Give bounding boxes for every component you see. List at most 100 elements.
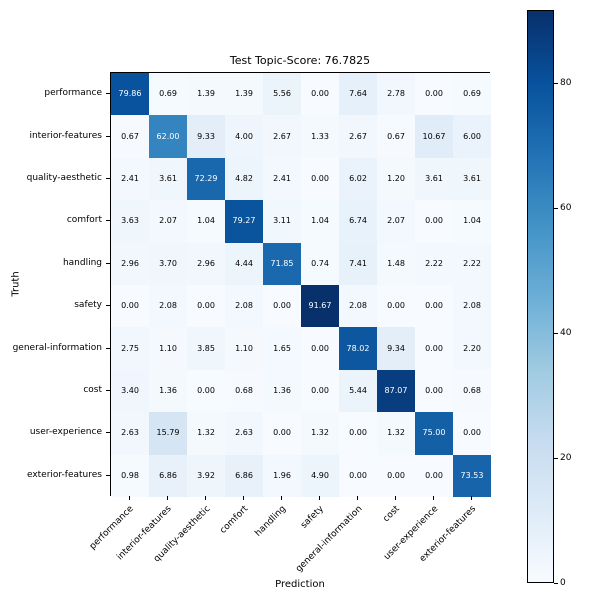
heatmap-cell: 2.22 [453, 242, 491, 285]
heatmap-cell: 0.00 [339, 454, 377, 497]
x-tick-label: general-information [293, 504, 365, 575]
colorbar-tick-label: 60 [560, 202, 572, 213]
heatmap-cell: 2.07 [377, 200, 415, 243]
heatmap-cell: 3.11 [263, 200, 301, 243]
heatmap-cell: 1.10 [225, 327, 263, 370]
x-tick-mark [319, 496, 320, 500]
heatmap-cell: 15.79 [149, 412, 187, 455]
heatmap-cell: 2.78 [377, 73, 415, 116]
x-tick-mark [205, 496, 206, 500]
heatmap-cell: 3.63 [111, 200, 149, 243]
heatmap-cells-layer: 79.86 0.69 1.39 1.39 5.56 0.00 7.64 2.78 0.00 0.6… [111, 73, 491, 497]
x-tick-mark [357, 496, 358, 500]
heatmap-cell: 4.82 [225, 157, 263, 201]
heatmap-cell: 1.10 [149, 327, 187, 370]
heatmap-cell: 6.86 [149, 454, 187, 497]
heatmap-cell: 4.44 [225, 242, 263, 285]
colorbar-tick-mark [554, 332, 558, 334]
heatmap-cell: 4.00 [225, 115, 263, 158]
heatmap-cell: 1.39 [187, 73, 225, 116]
heatmap-cell: 4.90 [301, 454, 339, 497]
heatmap-cell: 10.67 [415, 115, 453, 158]
x-tick-label: cost [381, 504, 403, 525]
heatmap-cell: 0.00 [415, 73, 453, 116]
heatmap-cell: 2.08 [339, 285, 377, 328]
heatmap-cell: 0.00 [377, 285, 415, 328]
heatmap-cell: 6.00 [453, 115, 491, 158]
x-tick-mark [243, 496, 244, 500]
heatmap-cell: 0.00 [301, 369, 339, 413]
heatmap-cell: 0.67 [111, 115, 149, 158]
heatmap-cell: 2.96 [187, 242, 225, 285]
heatmap-cell: 78.02 [339, 327, 377, 370]
x-tick-labels: performance interior-features quality-aest… [88, 497, 490, 582]
heatmap-cell: 5.56 [263, 73, 301, 116]
heatmap-cell: 2.07 [149, 200, 187, 243]
heatmap-cell: 2.20 [453, 327, 491, 370]
heatmap-cell: 0.00 [301, 157, 339, 201]
y-tick-mark [106, 178, 110, 179]
heatmap-cell: 0.74 [301, 242, 339, 285]
colorbar-tick-label: 20 [560, 452, 572, 463]
heatmap-cell: 3.61 [453, 157, 491, 201]
heatmap-cell: 2.08 [149, 285, 187, 328]
y-tick-labels: performance interior-features quality-aest… [0, 72, 102, 496]
heatmap-cell: 73.53 [453, 454, 491, 497]
heatmap-cell: 1.20 [377, 157, 415, 201]
y-tick-label: general-information [12, 342, 102, 353]
heatmap-cell: 0.00 [415, 200, 453, 243]
colorbar-tick-mark [554, 82, 558, 84]
heatmap-cell: 2.08 [225, 285, 263, 328]
heatmap-cell: 79.27 [225, 200, 263, 243]
y-tick-mark [106, 474, 110, 476]
y-tick-label: comfort [66, 215, 102, 226]
heatmap-cell: 6.02 [339, 157, 377, 201]
y-tick-mark [106, 93, 110, 95]
heatmap-cell: 9.34 [377, 327, 415, 370]
y-tick-label: quality-aesthetic [26, 173, 102, 183]
heatmap-cell: 1.32 [301, 412, 339, 455]
heatmap-cell: 0.00 [263, 412, 301, 455]
y-tick-mark [106, 432, 110, 434]
heatmap-cell: 1.32 [377, 412, 415, 455]
y-tick-mark [106, 135, 110, 137]
heatmap-cell: 0.68 [225, 369, 263, 413]
colorbar-tick-mark [554, 207, 558, 209]
heatmap-cell: 0.00 [187, 285, 225, 328]
heatmap-cell: 6.74 [339, 200, 377, 243]
y-tick-mark [106, 220, 110, 222]
y-tick-label: cost [83, 385, 102, 395]
x-tick-mark [433, 496, 434, 500]
y-tick-mark [106, 390, 110, 391]
y-tick-label: handling [62, 257, 102, 268]
heatmap-cell: 1.04 [301, 200, 339, 243]
heatmap-cell: 2.67 [263, 115, 301, 158]
colorbar-tick-label: 0 [560, 578, 566, 588]
heatmap-cell: 3.61 [149, 157, 187, 201]
heatmap-cell: 2.08 [453, 285, 491, 328]
x-tick-label: safety [299, 504, 327, 531]
heatmap-cell: 62.00 [149, 115, 187, 158]
heatmap-cell: 0.98 [111, 454, 149, 497]
heatmap-cell: 3.85 [187, 327, 225, 370]
heatmap-cell: 3.61 [415, 157, 453, 201]
x-tick-label: handling [253, 504, 289, 539]
heatmap-cell: 1.36 [263, 369, 301, 413]
y-tick-mark [106, 262, 110, 264]
heatmap-cell: 1.33 [301, 115, 339, 158]
heatmap-cell: 1.39 [225, 73, 263, 116]
heatmap-cell: 0.00 [377, 454, 415, 497]
heatmap-cell: 2.63 [111, 412, 149, 455]
heatmap-cell: 2.63 [225, 412, 263, 455]
heatmap-cell: 0.00 [415, 454, 453, 497]
colorbar [527, 10, 554, 583]
heatmap-cell: 1.04 [453, 200, 491, 243]
heatmap-cell: 7.41 [339, 242, 377, 285]
heatmap-cell: 71.85 [263, 242, 301, 285]
heatmap-cell: 0.69 [149, 73, 187, 116]
heatmap-cell: 0.67 [377, 115, 415, 158]
x-tick-mark [281, 496, 282, 500]
x-tick-mark [129, 496, 130, 500]
y-tick-label: exterior-features [26, 469, 102, 480]
